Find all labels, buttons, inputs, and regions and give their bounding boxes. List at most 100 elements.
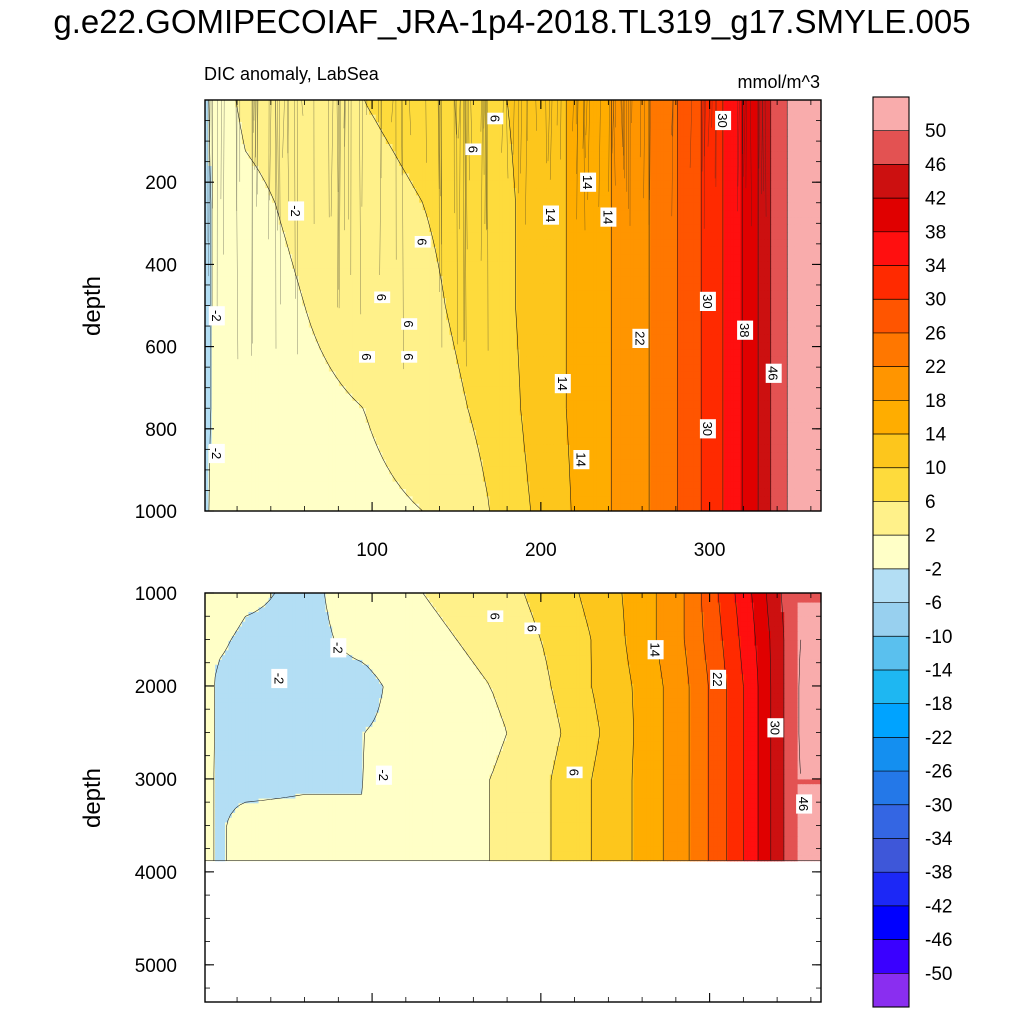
field-cell [590, 107, 594, 116]
field-cell [412, 107, 417, 116]
field-cell [703, 107, 708, 116]
field-cell [261, 239, 266, 248]
field-cell [586, 217, 591, 226]
field-cell [265, 239, 270, 248]
field-cell [573, 239, 578, 248]
field-cell [656, 114, 661, 123]
field-cell [767, 246, 772, 255]
field-cell [332, 158, 337, 167]
field-cell [419, 210, 424, 219]
field-cell [563, 246, 568, 255]
field-cell [623, 261, 628, 270]
field-cell [369, 232, 373, 241]
field-cell [810, 122, 815, 130]
field-cell [506, 254, 511, 263]
field-cell [717, 276, 722, 285]
field-cell [365, 188, 370, 197]
field-cell [526, 210, 531, 219]
field-cell [787, 107, 792, 116]
field-cell [251, 224, 256, 233]
field-cell [292, 122, 296, 130]
field-cell [379, 246, 384, 255]
field-cell [509, 173, 514, 182]
field-cell [730, 195, 735, 204]
field-cell [409, 195, 414, 204]
field-cell [576, 283, 581, 292]
field-cell [740, 173, 745, 182]
field-cell [415, 144, 420, 152]
field-cell [516, 107, 521, 116]
field-cell [596, 158, 601, 167]
field-cell [536, 136, 541, 145]
field-cell [573, 261, 578, 270]
field-cell [382, 158, 387, 167]
field-cell [359, 114, 363, 123]
field-cell [690, 144, 695, 152]
field-cell [754, 276, 758, 285]
field-cell [452, 129, 457, 138]
field-cell [784, 224, 789, 233]
field-cell [449, 217, 454, 226]
field-cell [208, 298, 213, 307]
field-cell [663, 283, 668, 292]
field-cell [616, 217, 621, 226]
field-cell [318, 239, 323, 248]
field-cell [513, 290, 517, 299]
field-cell [764, 144, 769, 152]
field-cell [583, 158, 588, 167]
field-cell [436, 224, 440, 233]
field-cell [352, 129, 357, 138]
field-cell [774, 261, 779, 270]
field-cell [563, 188, 568, 197]
field-cell [573, 114, 578, 123]
field-cell [626, 239, 631, 248]
field-cell [687, 290, 692, 299]
field-cell [211, 290, 216, 299]
field-cell [422, 224, 427, 233]
field-cell [208, 232, 213, 241]
field-cell [328, 202, 333, 211]
field-cell [804, 283, 809, 292]
field-cell [707, 224, 712, 233]
field-cell [630, 188, 635, 197]
field-cell [472, 151, 477, 160]
field-cell [710, 166, 715, 174]
field-cell [784, 180, 789, 189]
field-cell [268, 224, 273, 233]
field-cell [790, 136, 795, 145]
field-cell [693, 151, 698, 160]
field-cell [422, 158, 427, 167]
field-cell [630, 114, 635, 123]
field-cell [486, 202, 491, 211]
field-cell [328, 122, 333, 130]
field-cell [355, 136, 360, 145]
field-cell [298, 239, 303, 248]
field-cell [626, 129, 631, 138]
field-cell [590, 290, 594, 299]
field-cell [328, 173, 333, 182]
field-cell [546, 224, 551, 233]
field-cell [593, 239, 598, 248]
field-cell [359, 188, 363, 197]
field-cell [342, 188, 347, 197]
field-cell [516, 210, 521, 219]
field-cell [248, 151, 253, 160]
field-cell [519, 188, 524, 197]
field-cell [245, 114, 250, 123]
field-cell [459, 188, 464, 197]
field-cell [482, 232, 487, 241]
field-cell [707, 188, 712, 197]
field-cell [422, 246, 427, 255]
field-cell [322, 136, 327, 145]
field-cell [690, 173, 695, 182]
field-cell [335, 195, 340, 204]
field-cell [248, 173, 253, 182]
field-cell [385, 158, 390, 167]
field-cell [318, 283, 323, 292]
field-cell [539, 166, 544, 174]
field-cell [713, 261, 718, 270]
field-cell [285, 144, 290, 152]
field-cell [576, 144, 581, 152]
field-cell [626, 261, 631, 270]
